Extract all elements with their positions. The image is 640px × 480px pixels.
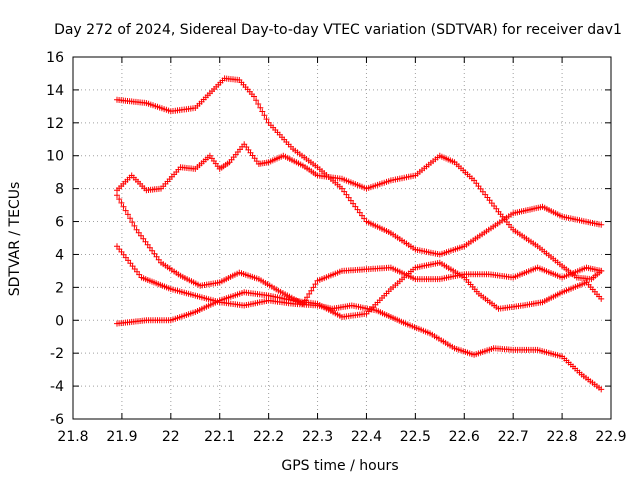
data-point: [308, 287, 315, 294]
y-tick-label: 4: [55, 247, 64, 263]
data-point: [124, 211, 131, 218]
x-tick-label: 22.3: [302, 429, 333, 445]
x-tick-label: 22.1: [204, 429, 235, 445]
y-tick-label: -2: [50, 346, 64, 362]
grid-lines: [73, 57, 611, 419]
data-point: [261, 112, 268, 119]
y-tick-label: 8: [55, 182, 64, 198]
data-point: [263, 116, 270, 123]
data-point: [129, 219, 136, 226]
data-point: [255, 101, 262, 107]
data-point: [598, 221, 605, 228]
data-point: [598, 295, 605, 302]
data-point: [306, 290, 313, 297]
x-tick-label: 22.8: [547, 429, 578, 445]
series-satellite-e: [114, 259, 605, 327]
x-tick-label: 22: [162, 429, 180, 445]
data-points: [114, 75, 605, 393]
x-tick-label: 22.6: [449, 429, 480, 445]
y-tick-label: -6: [50, 412, 64, 428]
y-tick-label: 12: [46, 116, 64, 132]
chart-title: Day 272 of 2024, Sidereal Day-to-day VTE…: [54, 22, 622, 38]
x-tick-label: 22.4: [351, 429, 382, 445]
data-point: [127, 215, 134, 222]
y-tick-label: 0: [55, 313, 64, 329]
data-point: [598, 386, 605, 393]
y-tick-label: 14: [46, 83, 64, 99]
data-point: [257, 104, 264, 111]
series-satellite-b: [114, 141, 605, 283]
y-tick-label: -4: [50, 379, 64, 395]
y-tick-label: 10: [46, 149, 64, 165]
data-point: [253, 97, 260, 104]
data-point: [304, 294, 311, 301]
data-point: [114, 192, 120, 199]
data-point: [310, 284, 317, 291]
data-point: [116, 196, 123, 203]
x-axis-label: GPS time / hours: [281, 458, 398, 474]
data-point: [598, 267, 605, 274]
data-point: [122, 207, 129, 214]
y-tick-label: 16: [46, 50, 64, 66]
data-point: [251, 93, 257, 100]
data-point: [131, 222, 138, 229]
x-tick-label: 21.8: [57, 429, 88, 445]
x-tick-label: 22.9: [595, 429, 626, 445]
data-point: [312, 281, 319, 288]
data-point: [259, 108, 266, 115]
y-tick-label: 2: [55, 280, 64, 296]
data-point: [118, 199, 125, 206]
data-point: [120, 203, 127, 210]
y-tick-label: 6: [55, 215, 64, 231]
x-tick-label: 22.5: [400, 429, 431, 445]
series-satellite-d: [114, 243, 605, 393]
series-satellite-a: [114, 75, 605, 258]
y-axis-label: SDTVAR / TECUs: [7, 182, 23, 297]
x-tick-label: 22.2: [253, 429, 284, 445]
x-tick-label: 22.7: [498, 429, 529, 445]
plot-frame: [72, 56, 612, 420]
y-tick-labels: -6 -4 -2 0 2 4 6 8 10 12 14 16: [46, 50, 64, 428]
axis-ticks: [72, 56, 612, 420]
x-tick-labels: 21.8 21.9 22 22.1 22.2 22.3 22.4 22.5 22.6 22.7 22…: [57, 429, 626, 445]
series-satellite-c: [114, 192, 605, 307]
x-tick-label: 21.9: [106, 429, 137, 445]
